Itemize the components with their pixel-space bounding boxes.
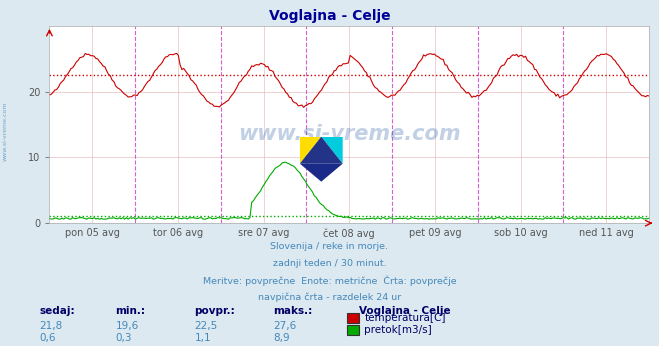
Polygon shape: [300, 137, 322, 164]
Text: Slovenija / reke in morje.: Slovenija / reke in morje.: [270, 242, 389, 251]
Text: www.si-vreme.com: www.si-vreme.com: [238, 125, 461, 144]
Polygon shape: [300, 164, 343, 182]
Text: 0,6: 0,6: [40, 333, 56, 343]
Polygon shape: [322, 137, 343, 164]
Text: sedaj:: sedaj:: [40, 306, 75, 316]
Text: maks.:: maks.:: [273, 306, 313, 316]
Text: Voglajna - Celje: Voglajna - Celje: [359, 306, 451, 316]
Text: pretok[m3/s]: pretok[m3/s]: [364, 325, 432, 335]
Text: 21,8: 21,8: [40, 321, 63, 331]
Text: 22,5: 22,5: [194, 321, 217, 331]
Text: min.:: min.:: [115, 306, 146, 316]
Text: zadnji teden / 30 minut.: zadnji teden / 30 minut.: [273, 259, 386, 268]
Text: Voglajna - Celje: Voglajna - Celje: [269, 9, 390, 22]
Text: www.si-vreme.com: www.si-vreme.com: [3, 102, 8, 161]
Text: Meritve: povprečne  Enote: metrične  Črta: povprečje: Meritve: povprečne Enote: metrične Črta:…: [203, 275, 456, 286]
Text: 1,1: 1,1: [194, 333, 211, 343]
Text: 27,6: 27,6: [273, 321, 297, 331]
Text: povpr.:: povpr.:: [194, 306, 235, 316]
Text: temperatura[C]: temperatura[C]: [364, 313, 446, 323]
Text: 19,6: 19,6: [115, 321, 138, 331]
Text: navpična črta - razdelek 24 ur: navpična črta - razdelek 24 ur: [258, 292, 401, 301]
Text: 0,3: 0,3: [115, 333, 132, 343]
Polygon shape: [300, 137, 343, 164]
Text: 8,9: 8,9: [273, 333, 290, 343]
